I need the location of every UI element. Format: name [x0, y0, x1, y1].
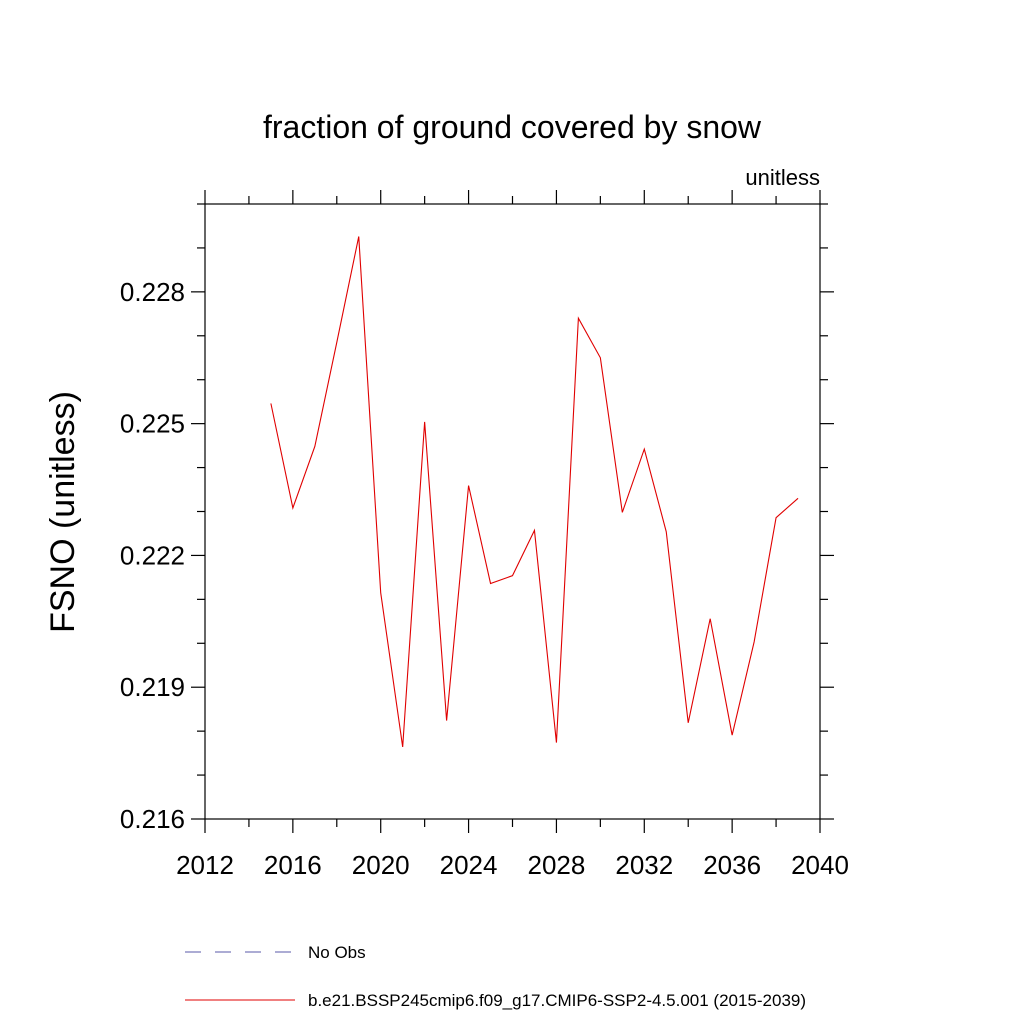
y-tick-label: 0.219: [120, 672, 185, 702]
units-label: unitless: [745, 165, 820, 190]
y-tick-labels: 0.216 0.219 0.222 0.225 0.228: [120, 277, 185, 834]
y-tick-label: 0.228: [120, 277, 185, 307]
x-tick-label: 2020: [352, 850, 410, 880]
x-tick-label: 2016: [264, 850, 322, 880]
legend: No Obs b.e21.BSSP245cmip6.f09_g17.CMIP6-…: [185, 943, 806, 1010]
chart-title: fraction of ground covered by snow: [263, 109, 762, 145]
legend-label-no-obs: No Obs: [308, 943, 366, 962]
x-tick-label: 2036: [703, 850, 761, 880]
plot-frame: [204, 203, 821, 820]
x-tick-label: 2028: [528, 850, 586, 880]
x-tick-label: 2040: [791, 850, 849, 880]
y-axis-label: FSNO (unitless): [44, 391, 82, 633]
x-tick-label: 2024: [440, 850, 498, 880]
x-tick-labels: 2012 2016 2020 2024 2028 2032 2036 2040: [176, 850, 849, 880]
x-tick-label: 2032: [615, 850, 673, 880]
y-tick-label: 0.216: [120, 804, 185, 834]
x-tick-label: 2012: [176, 850, 234, 880]
axis-ticks: [191, 190, 834, 833]
legend-label-model-run: b.e21.BSSP245cmip6.f09_g17.CMIP6-SSP2-4.…: [308, 991, 806, 1010]
y-tick-label: 0.225: [120, 409, 185, 439]
series-layer: [270, 236, 799, 748]
y-tick-label: 0.222: [120, 540, 185, 570]
series-line-1: [270, 236, 799, 748]
